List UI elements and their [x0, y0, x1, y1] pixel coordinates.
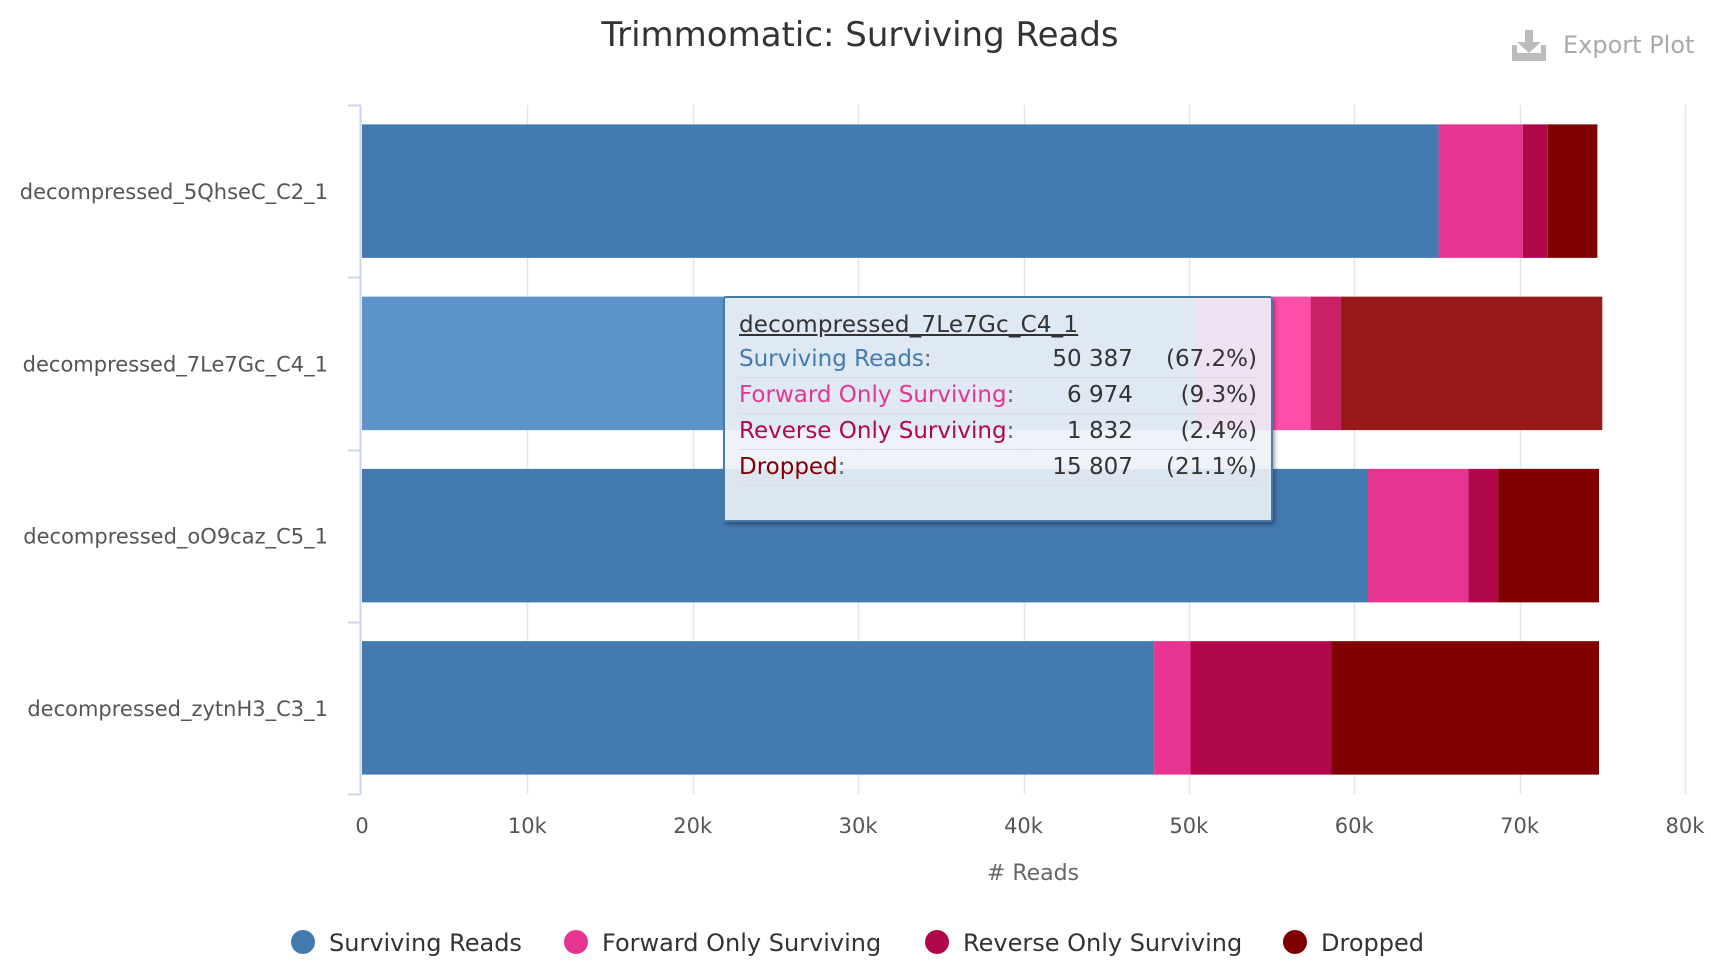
- bar-segment[interactable]: [1190, 641, 1332, 775]
- bar-segment[interactable]: [1522, 124, 1548, 258]
- tooltip-series-name: Surviving Reads:: [739, 342, 1042, 378]
- tooltip-value: 6 974: [1041, 377, 1157, 414]
- bar-segment[interactable]: [1340, 296, 1603, 431]
- x-tick-label: 50k: [1169, 814, 1209, 838]
- x-tick-label: 70k: [1500, 814, 1540, 838]
- tooltip-value: 50 387: [1041, 342, 1157, 378]
- tooltip-title: decompressed_7Le7Gc_C4_1: [739, 312, 1079, 338]
- tooltip-series-name: Dropped:: [739, 449, 1042, 486]
- bar-segment[interactable]: [362, 124, 1439, 258]
- x-tick-label: 0: [355, 814, 368, 838]
- legend-marker: [564, 930, 588, 954]
- tooltip-row: Forward Only Surviving: 6 974 (9.3%): [739, 377, 1257, 414]
- tooltip-series-name: Reverse Only Surviving:: [739, 413, 1042, 450]
- x-tick-label: 80k: [1666, 814, 1706, 838]
- legend-label: Reverse Only Surviving: [963, 929, 1242, 957]
- x-tick-label: 10k: [508, 814, 548, 838]
- tooltip-row: Surviving Reads: 50 387 (67.2%): [739, 342, 1257, 378]
- tooltip-value: 15 807: [1041, 449, 1157, 486]
- bar-segment[interactable]: [362, 641, 1155, 775]
- x-tick-labels: 0 10k 20k 30k 40k 50k 60k 70k 80k: [355, 814, 1705, 838]
- legend-item[interactable]: Forward Only Surviving: [564, 929, 881, 957]
- bar-segment[interactable]: [1367, 468, 1469, 603]
- bar-segment[interactable]: [1154, 641, 1191, 775]
- x-axis-title: # Reads: [987, 861, 1079, 886]
- x-tick-label: 40k: [1004, 814, 1044, 838]
- export-plot-label: Export Plot: [1563, 31, 1694, 59]
- category-labels: decompressed_5QhseC_C2_1 decompressed_7Le…: [20, 180, 328, 722]
- bar-segment[interactable]: [1468, 468, 1499, 603]
- category-label: decompressed_oO9caz_C5_1: [23, 525, 328, 550]
- bar-segment[interactable]: [1438, 124, 1523, 258]
- tooltip-percent: (2.4%): [1156, 413, 1257, 450]
- legend-item[interactable]: Reverse Only Surviving: [925, 929, 1242, 957]
- legend-marker: [291, 930, 315, 954]
- category-label: decompressed_5QhseC_C2_1: [20, 180, 328, 205]
- tooltip-row: Dropped: 15 807 (21.1%): [739, 449, 1257, 486]
- tooltip: decompressed_7Le7Gc_C4_1 Surviving Reads…: [723, 296, 1273, 522]
- legend-item[interactable]: Surviving Reads: [291, 929, 522, 957]
- legend-label: Forward Only Surviving: [602, 929, 881, 957]
- tooltip-row: Reverse Only Surviving: 1 832 (2.4%): [739, 413, 1257, 450]
- tooltip-table: Surviving Reads: 50 387 (67.2%) Forward Onl…: [739, 342, 1257, 486]
- bar-segment[interactable]: [1547, 124, 1598, 258]
- tooltip-value: 1 832: [1041, 413, 1157, 450]
- x-tick-label: 20k: [673, 814, 713, 838]
- download-icon: [1512, 30, 1546, 61]
- legend: Surviving Reads Forward Only Surviving Rev…: [291, 929, 1424, 957]
- tooltip-percent: (21.1%): [1156, 449, 1257, 486]
- x-tick-label: 60k: [1335, 814, 1375, 838]
- bar-segment[interactable]: [1331, 641, 1600, 775]
- x-tick-label: 30k: [839, 814, 879, 838]
- legend-label: Surviving Reads: [329, 929, 522, 957]
- bar-segment[interactable]: [1310, 296, 1341, 431]
- export-plot-button[interactable]: Export Plot: [1512, 30, 1694, 61]
- bar-segment[interactable]: [1498, 468, 1600, 603]
- tooltip-percent: (9.3%): [1156, 377, 1257, 414]
- category-label: decompressed_7Le7Gc_C4_1: [23, 352, 328, 377]
- category-label: decompressed_zytnH3_C3_1: [27, 697, 328, 722]
- legend-label: Dropped: [1321, 929, 1424, 957]
- legend-item[interactable]: Dropped: [1283, 929, 1424, 957]
- tooltip-percent: (67.2%): [1156, 342, 1257, 378]
- chart-title: Trimmomatic: Surviving Reads: [600, 15, 1118, 55]
- legend-marker: [925, 930, 949, 954]
- tooltip-series-name: Forward Only Surviving:: [739, 377, 1042, 414]
- legend-marker: [1283, 930, 1307, 954]
- axes: [348, 104, 362, 796]
